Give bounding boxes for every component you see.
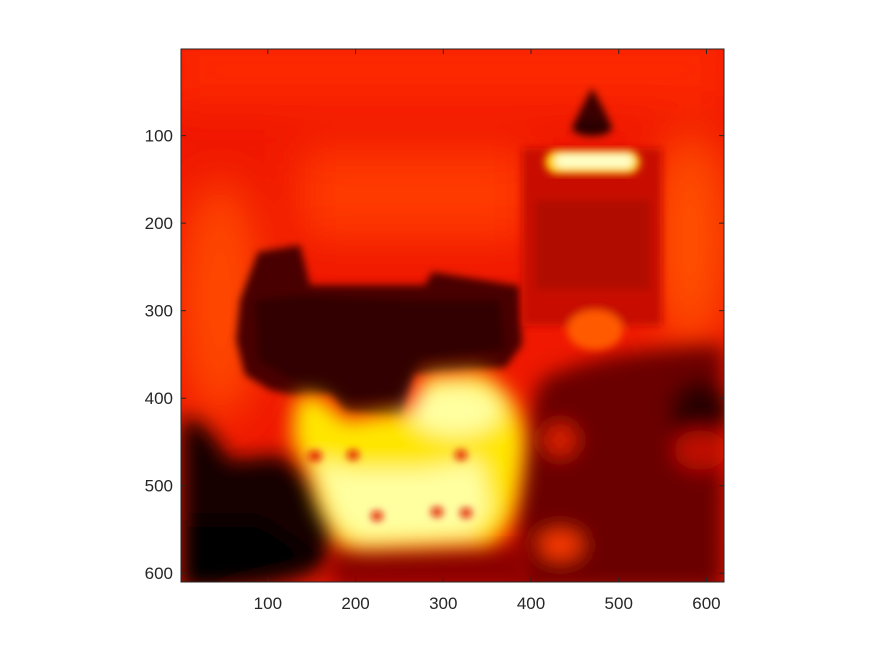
heat-dot-6 <box>460 508 472 518</box>
heat-dark-hill-edge <box>181 520 320 582</box>
heat-left-orange <box>181 180 260 420</box>
heat-spire <box>572 88 612 128</box>
x-tick-label: 500 <box>605 594 633 613</box>
heat-warm-mid-spot <box>544 424 576 456</box>
y-tick-label: 500 <box>145 477 173 496</box>
heat-dark-right-spot <box>670 380 724 440</box>
y-tick-label: 200 <box>145 214 173 233</box>
heat-dot-5 <box>431 507 443 517</box>
x-tick-label: 600 <box>692 594 720 613</box>
heat-dot-4 <box>371 511 383 521</box>
heat-right-orange <box>650 130 724 350</box>
heatmap-image <box>181 49 724 582</box>
heat-dot-2 <box>347 450 359 460</box>
heat-bright-upper <box>410 385 500 435</box>
heat-sky-band <box>300 150 530 240</box>
x-tick-label: 100 <box>254 594 282 613</box>
heat-castle-wall-core <box>255 295 505 400</box>
heat-spire-base <box>572 120 612 136</box>
heat-tower-inner <box>535 200 650 290</box>
heat-dot-3 <box>455 450 467 460</box>
heat-bottom-strip <box>330 545 530 582</box>
y-tick-label: 400 <box>145 389 173 408</box>
heat-bright-core <box>315 460 490 540</box>
heat-sky-top <box>181 49 724 100</box>
axes-frame <box>180 48 725 583</box>
x-axis: 100 200 300 400 500 600 <box>254 49 721 613</box>
x-tick-label: 200 <box>341 594 369 613</box>
heat-warm-bottom-spot <box>538 531 582 559</box>
heat-warm-right-spot <box>674 430 724 470</box>
y-axis: 100 200 300 400 500 600 <box>145 127 724 583</box>
x-tick-label: 400 <box>517 594 545 613</box>
heat-dot-1 <box>308 451 322 461</box>
x-tick-label: 300 <box>429 594 457 613</box>
y-tick-label: 100 <box>145 127 173 146</box>
heat-tower-band-core <box>555 154 633 168</box>
heat-tower-base-orange <box>567 310 623 350</box>
y-tick-label: 300 <box>145 302 173 321</box>
y-tick-label: 600 <box>145 564 173 583</box>
